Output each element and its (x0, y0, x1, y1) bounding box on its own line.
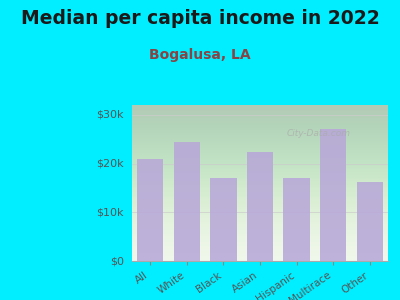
Bar (174, 142, 200, 261)
Bar (210, 178, 236, 261)
Bar (247, 152, 273, 261)
Text: Median per capita income in 2022: Median per capita income in 2022 (21, 9, 379, 28)
Bar (137, 159, 164, 261)
Bar (356, 182, 383, 261)
Text: $20k: $20k (96, 158, 124, 169)
Bar (284, 178, 310, 261)
Text: Bogalusa, LA: Bogalusa, LA (149, 48, 251, 62)
Text: $10k: $10k (96, 207, 124, 217)
Text: $30k: $30k (96, 110, 124, 120)
Text: City-Data.com: City-Data.com (287, 129, 351, 138)
Text: $0: $0 (110, 256, 124, 266)
Bar (320, 129, 346, 261)
